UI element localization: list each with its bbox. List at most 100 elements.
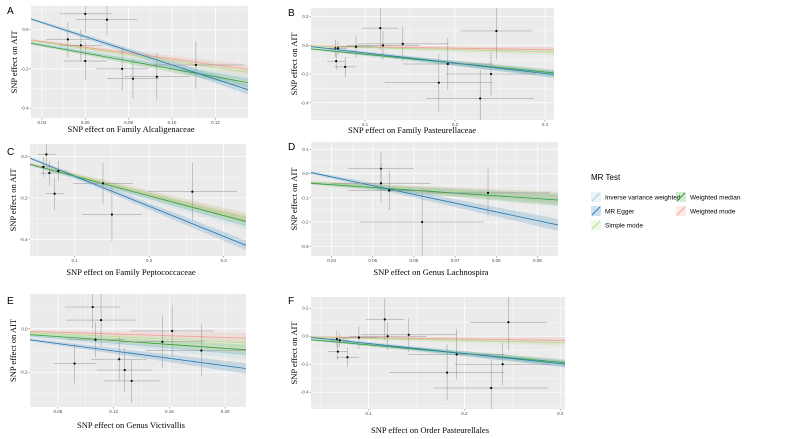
- x-axis-title: SNP effect on Family Alcaligenaceae: [68, 124, 195, 134]
- legend-title: MR Test: [591, 173, 621, 182]
- x-axis-title: SNP effect on Genus Lachnospira: [373, 267, 488, 277]
- data-point-2: [329, 41, 347, 56]
- data-point-9: [130, 304, 214, 358]
- line-egger: [30, 157, 246, 246]
- y-axis-title: SNP effect on AIT: [289, 32, 299, 96]
- data-point-3: [348, 171, 431, 210]
- x-tick-label: 0.3: [221, 258, 228, 263]
- data-point-2: [76, 6, 138, 36]
- point-marker: [381, 44, 385, 47]
- data-point-10: [145, 324, 246, 377]
- legend-label: Weighted median: [690, 195, 741, 202]
- point-marker: [53, 192, 56, 195]
- x-tick-label: 0.07: [451, 258, 460, 263]
- point-marker: [110, 213, 114, 216]
- data-point-8: [147, 162, 238, 221]
- y-axis-title: SNP effect on AIT: [289, 167, 299, 231]
- legend-item-wmedian: Weighted median: [676, 192, 741, 202]
- y-tick-label: 0.0: [302, 43, 309, 48]
- legend-item-wmode: Weighted mode: [676, 206, 736, 216]
- point-marker: [84, 12, 87, 15]
- gridlines: [30, 144, 246, 256]
- line-egger: [31, 18, 248, 91]
- x-tick-label: 0.3: [557, 411, 564, 416]
- line-egger: [311, 172, 558, 226]
- data-layer: [30, 294, 246, 403]
- legend-label: Simple mode: [605, 223, 643, 230]
- data-point-9: [384, 53, 493, 112]
- data-point-5: [339, 326, 379, 349]
- x-tick-label: 0.04: [327, 258, 336, 263]
- data-point-3: [40, 160, 59, 186]
- panels-group: 0.04 0.06 0.08 0.10 0.12 0.0 -0.2 -0.4 A SNP effe…: [7, 6, 565, 435]
- point-marker: [486, 191, 490, 195]
- line-wmedian: [30, 334, 246, 351]
- data-point-7: [347, 30, 419, 60]
- point-marker: [99, 318, 103, 322]
- point-marker: [105, 18, 109, 21]
- data-point-7: [103, 359, 160, 403]
- point-marker: [200, 349, 203, 352]
- plot-background: [311, 297, 565, 409]
- y-tick-label: 0.0: [22, 27, 29, 32]
- legend-key-line: [591, 220, 601, 230]
- point-marker: [161, 340, 164, 343]
- data-point-1: [37, 144, 56, 165]
- data-point-6: [362, 8, 399, 50]
- line-simple: [311, 336, 565, 344]
- point-marker: [379, 182, 383, 185]
- data-point-1: [64, 294, 121, 329]
- legend: MR Test Inverse variance weighted MR Egger…: [591, 173, 741, 230]
- y-tick-label: 0.1: [302, 147, 309, 152]
- x-tick-label: 0.2: [146, 258, 153, 263]
- panel-letter: F: [288, 296, 294, 307]
- x-tick-label: 0.06: [410, 258, 419, 263]
- point-marker: [354, 45, 358, 48]
- data-point-4: [53, 343, 96, 384]
- legend-key-line: [676, 206, 686, 216]
- data-layer: [311, 297, 565, 409]
- point-marker: [79, 44, 83, 47]
- point-marker: [407, 333, 410, 336]
- plot-background: [31, 6, 248, 118]
- x-axis-title: SNP effect on Genus Victivallis: [77, 420, 185, 430]
- data-layer: [311, 151, 558, 256]
- point-marker: [379, 27, 382, 30]
- panel-a: 0.04 0.06 0.08 0.10 0.12 0.0 -0.2 -0.4 A SNP effe…: [7, 6, 248, 134]
- data-point-2: [35, 156, 51, 178]
- panel-letter: D: [288, 142, 295, 153]
- x-tick-label: 0.16: [165, 409, 174, 414]
- data-point-11: [433, 360, 549, 409]
- y-tick-label: -0.2: [301, 72, 309, 77]
- point-marker: [84, 59, 87, 63]
- x-tick-label: 0.2: [461, 411, 468, 416]
- legend-item-simple: Simple mode: [591, 220, 643, 230]
- x-tick-label: 0.3: [542, 122, 549, 127]
- point-marker: [155, 75, 158, 78]
- panel-e: 0.08 0.12 0.16 0.20 0.0 -0.2 E SNP effect on Ge…: [7, 294, 246, 430]
- x-tick-label: 0.2: [452, 122, 459, 127]
- line-egger: [30, 339, 246, 369]
- point-marker: [357, 336, 361, 339]
- point-marker: [121, 67, 124, 70]
- x-tick-label: 0.1: [362, 122, 369, 127]
- y-tick-label: 0.2: [302, 306, 309, 311]
- data-point-5: [45, 177, 64, 211]
- y-tick-label: -0.2: [20, 370, 28, 375]
- legend-item-ivw: Inverse variance weighted: [591, 192, 681, 202]
- y-axis-title: SNP effect on AIT: [289, 321, 299, 385]
- data-point-11: [426, 69, 535, 120]
- line-ivw: [30, 164, 246, 226]
- point-marker: [501, 363, 504, 366]
- point-marker: [421, 220, 424, 224]
- x-tick-label: 0.20: [221, 409, 230, 414]
- legend-label: Weighted mode: [690, 209, 736, 216]
- point-marker: [42, 165, 45, 168]
- point-marker: [507, 321, 510, 324]
- y-tick-label: -0.1: [301, 195, 309, 200]
- y-tick-label: -0.4: [21, 106, 29, 111]
- line-simple: [311, 45, 554, 53]
- point-marker: [45, 153, 48, 156]
- legend-item-egger: MR Egger: [591, 206, 635, 216]
